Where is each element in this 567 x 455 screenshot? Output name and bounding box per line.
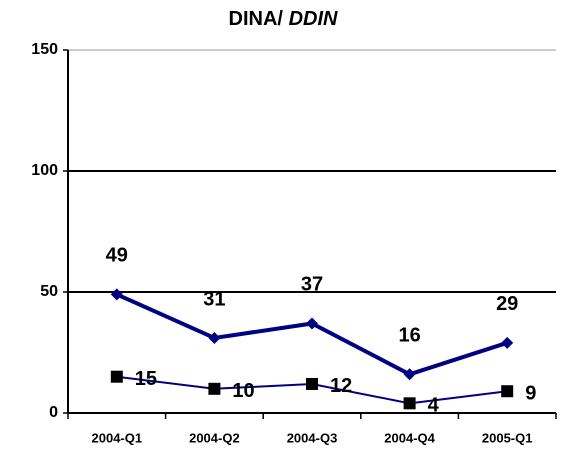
value-label: 9 bbox=[525, 383, 536, 405]
y-tick-label: 100 bbox=[31, 162, 58, 179]
title-main: DINA/ bbox=[229, 8, 284, 30]
x-tick-label: 2004-Q3 bbox=[287, 430, 338, 445]
value-label: 31 bbox=[203, 288, 225, 310]
x-tick-label: 2004-Q1 bbox=[92, 430, 143, 445]
value-label: 12 bbox=[330, 375, 352, 397]
marker bbox=[110, 370, 123, 383]
marker bbox=[306, 377, 318, 390]
value-label: 29 bbox=[496, 293, 518, 315]
marker bbox=[403, 368, 416, 381]
value-label: 4 bbox=[428, 395, 440, 417]
marker bbox=[110, 288, 123, 301]
marker bbox=[208, 331, 221, 344]
marker bbox=[208, 382, 221, 395]
value-label: 16 bbox=[398, 325, 420, 347]
y-tick-label: 0 bbox=[49, 404, 58, 421]
x-tick-label: 2004-Q4 bbox=[384, 430, 435, 445]
marker bbox=[501, 385, 514, 398]
value-label: 15 bbox=[135, 368, 157, 390]
marker bbox=[501, 336, 514, 349]
marker bbox=[403, 397, 416, 410]
value-label: 37 bbox=[301, 274, 323, 296]
x-tick-label: 2004-Q2 bbox=[189, 430, 240, 445]
x-tick-label: 2005-Q1 bbox=[482, 430, 533, 445]
value-label: 49 bbox=[106, 245, 128, 267]
value-label: 10 bbox=[232, 380, 254, 402]
series-line bbox=[115, 292, 508, 377]
title-italic: DDIN bbox=[289, 8, 338, 30]
y-tick-label: 150 bbox=[31, 41, 58, 58]
chart-title: DINA/ DDIN bbox=[229, 8, 338, 30]
marker bbox=[306, 317, 318, 330]
y-tick-label: 50 bbox=[40, 283, 58, 300]
